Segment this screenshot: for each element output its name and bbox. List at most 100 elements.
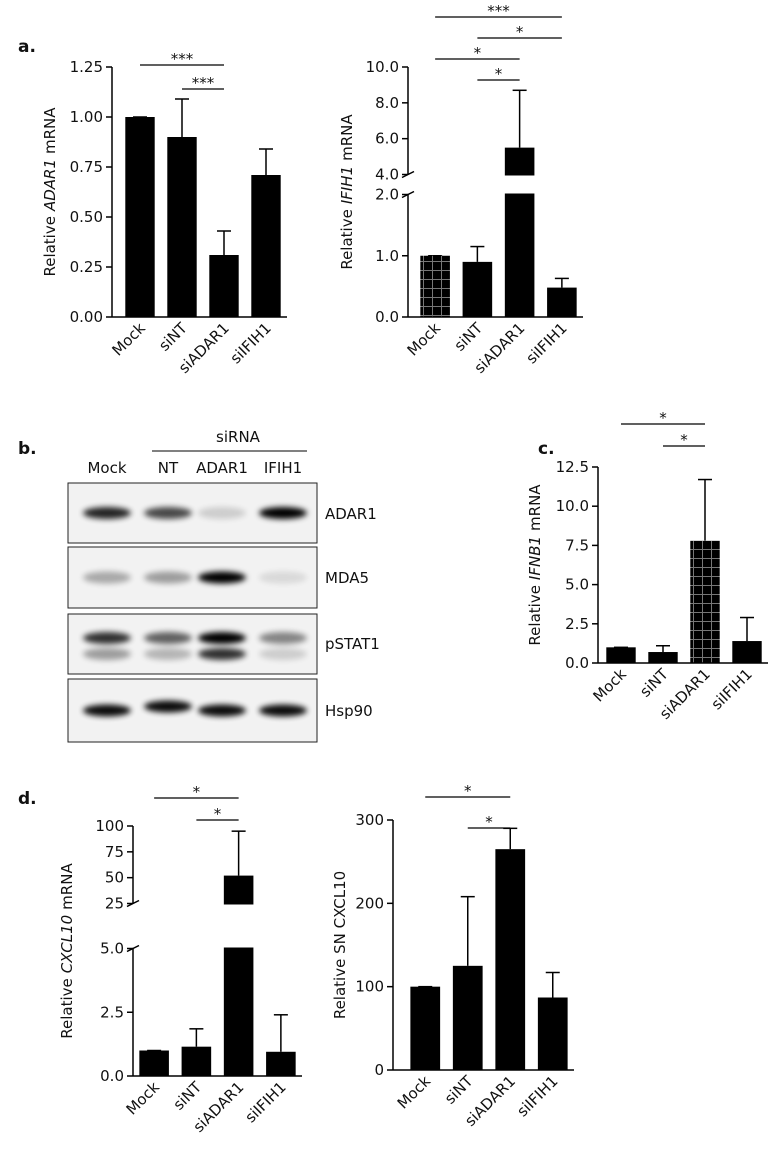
y-axis-label-part: Relative <box>41 216 59 277</box>
blot-band <box>198 571 246 584</box>
y-axis-label-part: IFIH1 <box>338 166 356 204</box>
bar <box>420 255 450 317</box>
x-tick-label: siIFIH1 <box>513 1072 561 1120</box>
chart: 0.0 2.5 5.0 7.5 10.0 12.5 Relative IFNB1 mRNA Moc… <box>526 409 768 723</box>
blot-band <box>144 632 192 644</box>
blot-group-label: siRNA <box>216 428 261 446</box>
panel-label: a. <box>18 37 36 57</box>
y-axis-label: Relative IFIH1 mRNA <box>338 114 356 270</box>
y-tick-label: 25 <box>105 895 124 913</box>
y-axis-label-part: ADAR1 <box>41 159 59 212</box>
significance-label: *** <box>487 2 510 20</box>
row-label: pSTAT1 <box>325 635 380 653</box>
y-tick-label: 0 <box>374 1061 384 1079</box>
bar <box>181 1046 212 1076</box>
y-tick-label: 100 <box>95 817 124 835</box>
x-tick-label: Mock <box>108 319 149 360</box>
y-tick-label: 0.50 <box>70 208 103 226</box>
y-tick-label: 0.25 <box>70 258 103 276</box>
blot-band <box>259 704 307 717</box>
x-tick-label: Mock <box>394 1072 435 1113</box>
y-tick-label: 0.75 <box>70 158 103 176</box>
significance-label: * <box>659 409 667 427</box>
western-blot: siRNA Mock NT ADAR1 IFIH1 ADAR1 MDA5 pST… <box>67 428 380 743</box>
x-tick-label: siNT <box>636 665 672 701</box>
blot-band <box>83 571 131 584</box>
y-axis-label: Relative SN CXCL10 <box>331 871 349 1019</box>
y-axis-label-part: mRNA <box>41 107 59 154</box>
significance-label: * <box>495 65 503 83</box>
significance-label: * <box>680 431 688 449</box>
significance-label: * <box>464 782 472 800</box>
y-axis-label-part: CXCL10 <box>58 915 76 973</box>
y-tick-label: 1.0 <box>375 247 399 265</box>
y-tick-label: 0.0 <box>100 1067 124 1085</box>
panel-label: b. <box>18 439 37 459</box>
blot-band <box>144 571 192 584</box>
blot-band <box>198 507 246 519</box>
blot-band <box>198 648 246 660</box>
y-tick-label: 1.25 <box>70 58 103 76</box>
y-tick-label: 0.00 <box>70 308 103 326</box>
blot-band <box>83 507 131 519</box>
bar <box>504 147 535 317</box>
bar <box>732 641 762 663</box>
significance-label: * <box>214 805 222 823</box>
lane-label: IFIH1 <box>264 459 302 477</box>
bar <box>125 117 155 317</box>
y-axis-label-part: Relative <box>58 978 76 1039</box>
y-tick-label: 200 <box>355 894 384 912</box>
y-tick-label: 6.0 <box>375 130 399 148</box>
bar <box>537 997 568 1070</box>
y-axis-label: Relative ADAR1 mRNA <box>41 107 59 277</box>
y-axis-label-part: IFNB1 <box>526 536 544 580</box>
y-tick-label: 10.0 <box>556 497 589 515</box>
y-axis-label: Relative CXCL10 mRNA <box>58 863 76 1039</box>
row-label: ADAR1 <box>325 505 377 523</box>
blot-band <box>144 700 192 713</box>
bar-break-gap <box>503 175 536 194</box>
chart: 0.0 2.5 5.0 25 50 75 100 Relative CXCL10 mRNA Mock… <box>58 783 302 1136</box>
chart: 0.0 1.0 2.0 4.0 6.0 8.0 10.0 Relative IFIH1 mRNA M… <box>338 2 583 377</box>
blot-band <box>83 632 131 644</box>
row-label: MDA5 <box>325 569 369 587</box>
y-tick-label: 300 <box>355 811 384 829</box>
bar <box>167 137 197 317</box>
bar <box>690 540 720 663</box>
x-tick-label: siIFIH1 <box>522 319 570 367</box>
row-label: Hsp90 <box>325 702 373 720</box>
bar <box>452 965 483 1070</box>
lane-label: NT <box>158 459 179 477</box>
significance-label: * <box>485 813 493 831</box>
x-tick-label: Mock <box>404 319 445 360</box>
x-tick-label: siIFIH1 <box>241 1078 289 1126</box>
y-axis-label-part: Relative <box>526 585 544 646</box>
x-tick-label: siNT <box>155 319 191 355</box>
blot-band <box>144 648 192 660</box>
x-tick-label: Mock <box>123 1078 164 1119</box>
y-tick-label: 2.0 <box>375 186 399 204</box>
x-tick-label: siIFIH1 <box>227 319 275 367</box>
y-axis-label-part: mRNA <box>526 484 544 531</box>
blot-panel <box>67 613 318 675</box>
panel-label: d. <box>18 789 37 809</box>
bar <box>266 1051 296 1076</box>
bar <box>139 1050 169 1076</box>
blot-band <box>144 507 192 519</box>
y-axis-label: Relative IFNB1 mRNA <box>526 484 544 646</box>
bar-break-gap <box>222 904 255 948</box>
bar <box>209 255 239 317</box>
y-tick-label: 1.00 <box>70 108 103 126</box>
bar <box>462 261 493 317</box>
lane-label: Mock <box>87 459 126 477</box>
y-tick-label: 5.0 <box>100 940 124 958</box>
x-tick-label: siNT <box>451 319 487 355</box>
significance-label: * <box>516 23 524 41</box>
bar <box>606 647 636 663</box>
blot-band <box>259 632 307 644</box>
bar <box>547 287 577 317</box>
lane-label: ADAR1 <box>196 459 248 477</box>
blot-band <box>83 648 131 660</box>
